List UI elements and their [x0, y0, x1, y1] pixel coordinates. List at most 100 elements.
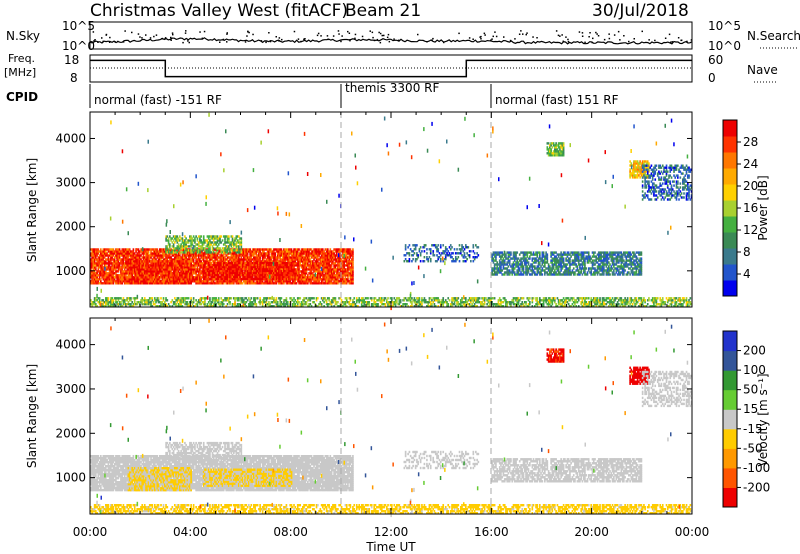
noise-search-point	[603, 38, 606, 41]
power-cell	[91, 270, 93, 273]
power-cell	[107, 278, 110, 281]
power-cell	[200, 262, 203, 265]
noise-search-point	[199, 31, 201, 33]
power-cell	[145, 250, 147, 253]
power-cell	[108, 252, 111, 255]
power-cell	[111, 262, 113, 265]
power-cell	[150, 266, 152, 269]
noise-search-point	[170, 39, 172, 41]
power-cell	[121, 262, 124, 265]
power-cell	[201, 262, 204, 265]
power-cell	[125, 272, 127, 275]
power-cell	[106, 272, 108, 275]
power-cell	[167, 256, 170, 259]
power-cell	[194, 280, 196, 283]
power-cell	[192, 278, 195, 281]
power-cell	[132, 258, 135, 261]
power-cell	[145, 258, 147, 261]
power-cell	[176, 266, 179, 269]
power-cell	[199, 274, 201, 277]
noise-search-point	[139, 36, 141, 38]
power-cell	[202, 256, 205, 259]
power-cell	[140, 250, 142, 253]
power-cell	[90, 258, 92, 261]
power-cell	[156, 260, 159, 263]
power-cell	[117, 274, 120, 277]
power-cell	[196, 278, 199, 281]
power-cell	[100, 264, 102, 267]
power-cell	[225, 280, 228, 283]
power-cell	[216, 258, 219, 261]
power-cell	[136, 252, 139, 255]
power-cell	[164, 250, 166, 253]
power-cell	[123, 268, 126, 271]
power-cell	[107, 272, 110, 275]
power-cell	[221, 256, 224, 259]
power-cell	[123, 274, 126, 277]
noise-search-point	[92, 31, 95, 33]
power-cell	[107, 274, 110, 277]
power-cell	[115, 262, 117, 265]
power-cell	[105, 272, 107, 275]
power-cell	[105, 270, 107, 273]
power-cell	[116, 262, 118, 265]
power-cell	[101, 264, 103, 267]
power-cell	[181, 276, 184, 279]
power-cell	[97, 274, 100, 277]
noise-sky-label: N.Sky	[6, 29, 40, 43]
noise-search-point	[623, 35, 625, 37]
power-cell	[185, 280, 187, 283]
power-cell	[90, 254, 92, 257]
noise-search-point	[633, 38, 635, 40]
power-cell	[159, 252, 161, 255]
power-cell	[146, 256, 149, 259]
power-cell	[202, 252, 205, 255]
power-cell	[112, 270, 115, 273]
power-cell	[95, 274, 97, 277]
power-cell	[105, 266, 107, 269]
noise-search-point	[275, 36, 277, 38]
power-cell	[96, 278, 98, 281]
power-cell	[92, 250, 95, 253]
power-cell	[228, 235, 230, 238]
power-cell	[98, 258, 101, 261]
power-cell	[212, 282, 215, 285]
power-cell	[101, 254, 103, 257]
power-cell	[120, 282, 122, 285]
power-cell	[170, 256, 172, 259]
power-cell	[93, 254, 96, 257]
noise-search-point	[490, 39, 492, 41]
power-cell	[126, 270, 129, 273]
power-cell	[209, 258, 211, 261]
noise-search-point	[591, 41, 593, 44]
power-cell	[197, 268, 200, 271]
power-cell	[209, 254, 211, 257]
power-cell	[170, 266, 172, 269]
power-cell	[92, 248, 95, 251]
power-cell	[92, 272, 95, 275]
power-cell	[143, 280, 146, 283]
power-cell	[112, 250, 115, 253]
power-cell	[110, 266, 112, 269]
power-cell	[132, 252, 135, 255]
power-cell	[120, 262, 122, 265]
noise-search-point	[648, 39, 650, 41]
power-cell	[159, 250, 161, 253]
power-cell	[102, 278, 105, 281]
power-cell	[146, 252, 149, 255]
power-cell	[116, 282, 118, 285]
power-cell	[152, 256, 155, 259]
noise-search-point	[203, 30, 206, 33]
power-cell	[110, 258, 112, 261]
power-cell	[98, 256, 101, 259]
power-cell	[126, 254, 129, 257]
power-cell	[98, 266, 101, 269]
power-cell	[177, 254, 180, 257]
power-cell	[118, 258, 121, 261]
power-cell	[103, 272, 106, 275]
power-cell	[110, 260, 112, 263]
power-cell	[91, 262, 93, 265]
power-cell	[206, 282, 209, 285]
power-cell	[196, 268, 199, 271]
power-cell	[92, 266, 95, 269]
